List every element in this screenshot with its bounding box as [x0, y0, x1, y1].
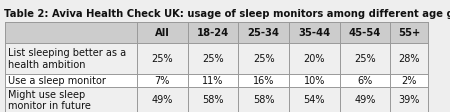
Text: 6%: 6% [357, 76, 373, 85]
Text: 58%: 58% [202, 95, 224, 105]
Text: 7%: 7% [154, 76, 170, 85]
Text: 18-24: 18-24 [197, 28, 229, 38]
Text: 28%: 28% [398, 54, 420, 64]
Text: 25%: 25% [253, 54, 274, 64]
Text: 35-44: 35-44 [298, 28, 330, 38]
Text: 25%: 25% [202, 54, 224, 64]
Bar [4, 22, 428, 43]
Text: 25-34: 25-34 [248, 28, 279, 38]
Text: 54%: 54% [304, 95, 325, 105]
Text: 25%: 25% [354, 54, 376, 64]
Text: 49%: 49% [152, 95, 173, 105]
Text: 11%: 11% [202, 76, 224, 85]
Text: 2%: 2% [401, 76, 417, 85]
Text: 20%: 20% [304, 54, 325, 64]
Text: 49%: 49% [354, 95, 376, 105]
Text: 25%: 25% [151, 54, 173, 64]
Bar [4, 74, 428, 87]
Text: 16%: 16% [253, 76, 274, 85]
Text: 45-54: 45-54 [349, 28, 381, 38]
Text: 10%: 10% [304, 76, 325, 85]
Text: Might use sleep
monitor in future: Might use sleep monitor in future [8, 89, 91, 110]
Text: All: All [155, 28, 170, 38]
Text: Use a sleep monitor: Use a sleep monitor [8, 76, 106, 85]
Text: List sleeping better as a
health ambition: List sleeping better as a health ambitio… [8, 48, 126, 69]
Text: 55+: 55+ [398, 28, 420, 38]
Bar [4, 43, 428, 74]
Text: 39%: 39% [398, 95, 420, 105]
Text: 58%: 58% [253, 95, 274, 105]
Text: Table 2: Aviva Health Check UK: usage of sleep monitors among different age grou: Table 2: Aviva Health Check UK: usage of… [4, 9, 450, 18]
Bar [4, 87, 428, 112]
